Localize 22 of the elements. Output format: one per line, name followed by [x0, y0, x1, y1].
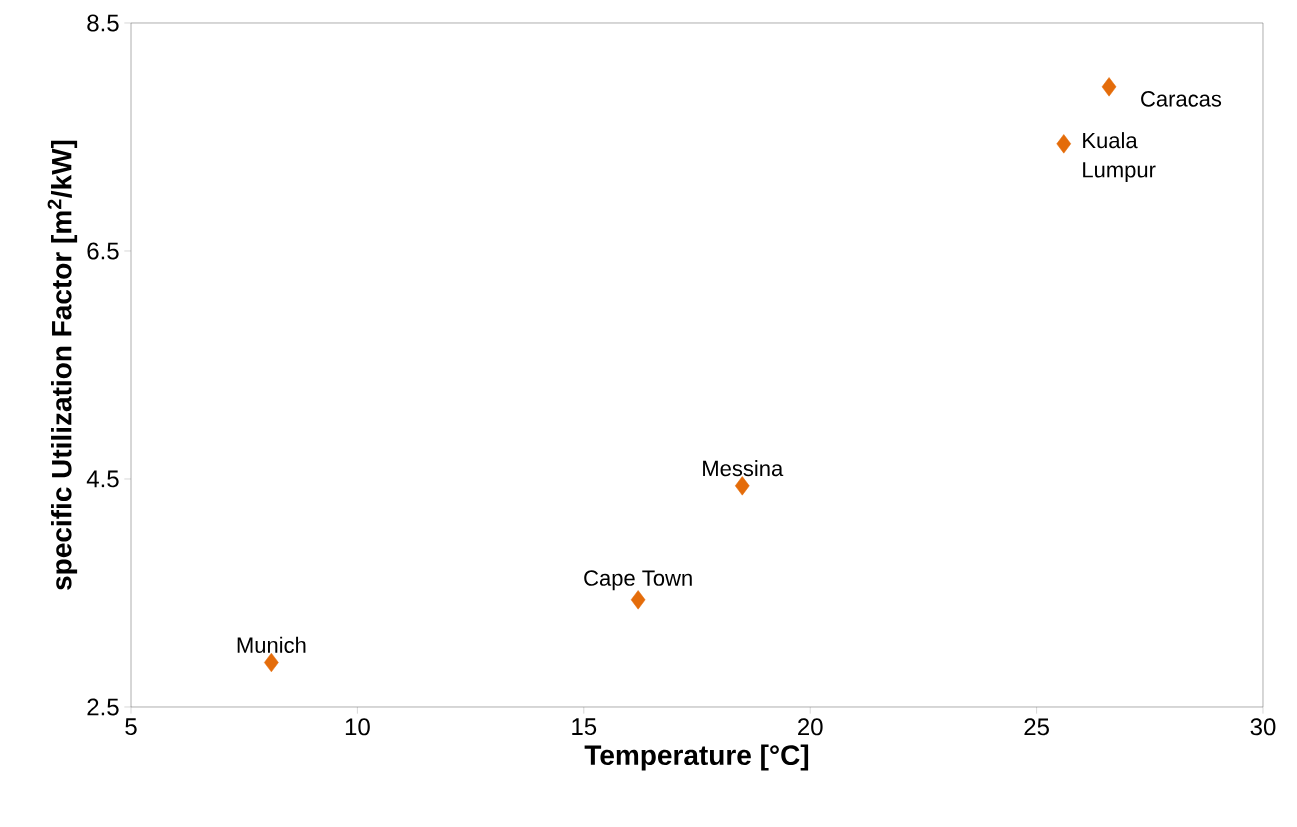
y-tick-label: 2.5 [87, 698, 119, 716]
y-axis-title: specific Utilization Factor [m$^{2}$/kW] [47, 140, 78, 590]
x-tick-label: 15 [572, 718, 597, 736]
x-tick-label: 10 [345, 718, 370, 736]
y-tick-label: 4.5 [86, 470, 119, 488]
point [1056, 134, 1072, 154]
annotation: Messina [703, 460, 784, 477]
x-tick-label: 5 [125, 718, 137, 736]
annotation: Cape Town [584, 570, 692, 591]
x-tick-label: 25 [1024, 718, 1049, 736]
point [264, 652, 279, 673]
annotation: Kuala Lumpur [1083, 132, 1156, 182]
x-axis-title: Temperature [°C] [584, 744, 809, 771]
x-tick-label: 30 [1250, 718, 1276, 736]
point [1101, 77, 1117, 97]
annotation: Munich [237, 636, 306, 653]
x-tick-label: 20 [798, 718, 823, 736]
y-tick-label: 8.5 [87, 14, 119, 32]
point [630, 590, 646, 610]
annotation: Caracas [1141, 91, 1222, 107]
y-tick-label: 6.5 [87, 242, 119, 260]
point [735, 476, 750, 496]
